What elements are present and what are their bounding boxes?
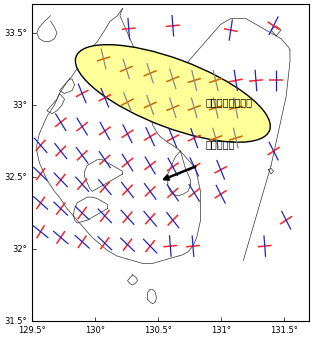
Text: 別府－島原地溝帯: 別府－島原地溝帯: [206, 97, 253, 107]
Ellipse shape: [75, 45, 270, 142]
Text: 日奈久断層: 日奈久断層: [206, 139, 235, 149]
